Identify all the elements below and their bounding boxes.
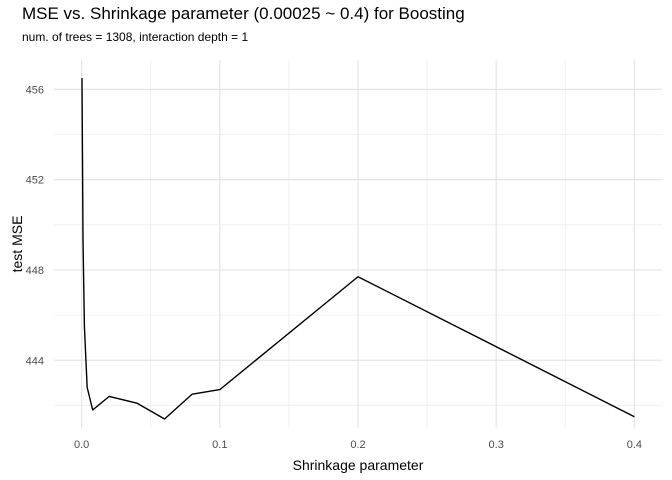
x-axis-title: Shrinkage parameter xyxy=(293,457,424,473)
x-tick-label: 0.3 xyxy=(489,439,504,451)
y-tick-label: 448 xyxy=(26,265,44,277)
series-group xyxy=(81,78,635,420)
chart-title: MSE vs. Shrinkage parameter (0.00025 ~ 0… xyxy=(22,4,465,23)
x-tick-label: 0.0 xyxy=(74,439,89,451)
major-gridlines xyxy=(54,60,662,428)
series-line xyxy=(81,78,635,420)
x-tick-label: 0.4 xyxy=(627,439,642,451)
y-tick-label: 444 xyxy=(26,355,44,367)
y-tick-label: 456 xyxy=(26,84,44,96)
y-tick-label: 452 xyxy=(26,175,44,187)
y-axis-title: test MSE xyxy=(9,216,25,273)
x-tick-label: 0.2 xyxy=(350,439,365,451)
chart-subtitle: num. of trees = 1308, interaction depth … xyxy=(22,30,249,44)
x-tick-labels: 0.0 0.1 0.2 0.3 0.4 xyxy=(74,439,642,451)
x-tick-label: 0.1 xyxy=(212,439,227,451)
y-tick-labels: 444 448 452 456 xyxy=(26,84,44,367)
